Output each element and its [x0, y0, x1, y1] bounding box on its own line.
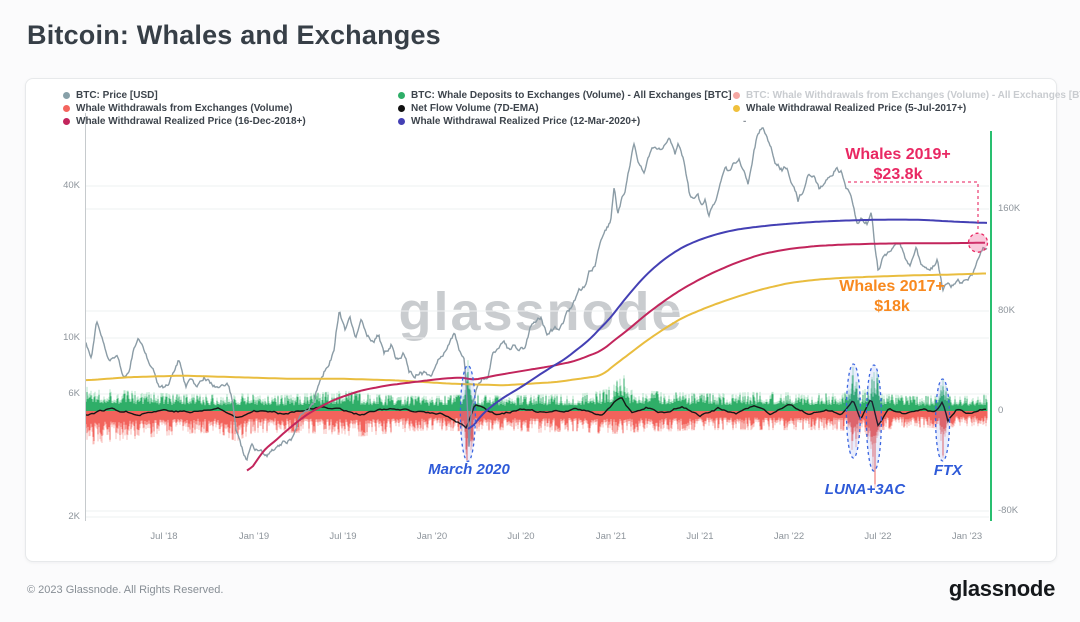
x-tick-jan21: Jan '21: [595, 531, 627, 542]
y-left-tick-2k: 2K: [68, 511, 80, 522]
series-dot-icon: [63, 104, 70, 112]
legend-item-dash: -: [743, 115, 747, 127]
y-right-tick-80k: 80K: [998, 305, 1015, 316]
x-tick-jul21: Jul '21: [686, 531, 714, 542]
legend-item-realized-price-2018[interactable]: Whale Withdrawal Realized Price (16-Dec-…: [63, 115, 306, 127]
y-right-tick-neg80k: -80K: [998, 505, 1019, 516]
legend-item-realized-price-2017[interactable]: Whale Withdrawal Realized Price (5-Jul-2…: [733, 102, 966, 114]
chart-card: glassnode BTC: Price [USD] Whale Withdra…: [25, 78, 1080, 562]
x-tick-jul20: Jul '20: [507, 531, 535, 542]
legend-item-realized-price-2020[interactable]: Whale Withdrawal Realized Price (12-Mar-…: [398, 115, 640, 127]
x-tick-jan23: Jan '23: [951, 531, 983, 542]
chart-plot[interactable]: [26, 79, 1056, 561]
annotation-luna-3ac: LUNA+3AC: [824, 481, 906, 498]
y-left-tick-6k: 6K: [68, 388, 80, 399]
x-tick-jul22: Jul '22: [864, 531, 892, 542]
y-right-tick-160k: 160K: [998, 203, 1021, 214]
x-tick-jan20: Jan '20: [416, 531, 448, 542]
series-dot-icon: [63, 91, 70, 99]
annotation-march-2020: March 2020: [428, 461, 510, 478]
series-dot-icon: [63, 117, 70, 125]
legend-item-whale-withdrawals-volume[interactable]: Whale Withdrawals from Exchanges (Volume…: [63, 102, 292, 114]
annotation-whales-2019: Whales 2019+ $23.8k: [845, 146, 951, 183]
y-right-tick-0: 0: [998, 405, 1004, 416]
x-tick-jul19: Jul '19: [329, 531, 357, 542]
series-dot-icon: [398, 104, 405, 112]
annotation-whales-2017: Whales 2017+ $18k: [839, 278, 945, 315]
legend-item-whale-deposits[interactable]: BTC: Whale Deposits to Exchanges (Volume…: [398, 89, 732, 101]
legend-item-whale-withdrawals-disabled[interactable]: BTC: Whale Withdrawals from Exchanges (V…: [733, 89, 1080, 101]
y-left-tick-40k: 40K: [63, 180, 80, 191]
glassnode-logo[interactable]: glassnode: [948, 576, 1055, 601]
x-tick-jan19: Jan '19: [238, 531, 270, 542]
series-dot-icon: [733, 104, 740, 112]
legend-item-btc-price[interactable]: BTC: Price [USD]: [63, 89, 158, 101]
legend-item-net-flow[interactable]: Net Flow Volume (7D-EMA): [398, 102, 539, 114]
page-title: Bitcoin: Whales and Exchanges: [27, 20, 441, 50]
series-dot-icon: [398, 117, 405, 125]
copyright-text: © 2023 Glassnode. All Rights Reserved.: [27, 584, 224, 596]
glassnode-watermark: glassnode: [398, 282, 684, 342]
series-dot-icon: [733, 91, 740, 99]
x-tick-jan22: Jan '22: [773, 531, 805, 542]
series-dot-icon: [398, 91, 405, 99]
x-tick-jul18: Jul '18: [150, 531, 178, 542]
annotation-ftx: FTX: [933, 462, 963, 479]
y-left-tick-10k: 10K: [63, 332, 80, 343]
